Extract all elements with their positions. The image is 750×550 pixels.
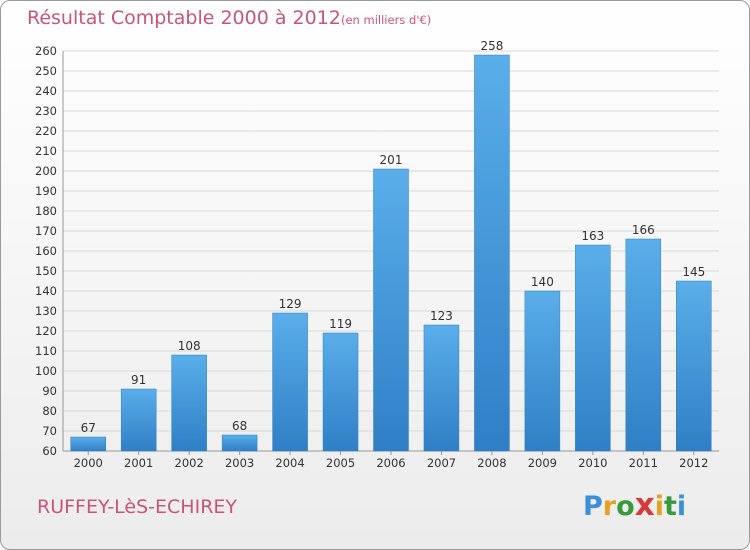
- logo-letter: t: [663, 491, 677, 522]
- x-tick-label: 2007: [427, 456, 456, 470]
- bar: [120, 388, 157, 452]
- bar-value-label: 166: [632, 223, 655, 237]
- bar: [70, 436, 106, 452]
- x-tick-label: 2008: [477, 456, 506, 470]
- y-tick-label: 100: [35, 364, 57, 378]
- y-tick-label: 170: [35, 224, 57, 238]
- bar: [676, 280, 712, 452]
- x-tick-label: 2011: [629, 456, 658, 470]
- bar: [171, 354, 207, 452]
- logo-letter: o: [616, 491, 635, 522]
- y-tick-label: 80: [42, 404, 57, 418]
- bar-value-label: 163: [581, 229, 604, 243]
- x-tick-label: 2009: [528, 456, 557, 470]
- logo-letter: i: [676, 491, 687, 522]
- y-tick-label: 150: [35, 264, 57, 278]
- y-tick-label: 220: [35, 124, 57, 138]
- city-name: RUFFEY-LèS-ECHIREY: [37, 496, 238, 518]
- y-tick-label: 250: [35, 64, 57, 78]
- logo-letter: x: [634, 487, 655, 523]
- bar-value-label: 91: [131, 373, 146, 387]
- bar: [373, 168, 409, 452]
- y-tick-label: 130: [35, 304, 57, 318]
- y-tick-label: 90: [42, 384, 57, 398]
- bar: [272, 312, 308, 452]
- y-tick-label: 70: [42, 424, 57, 438]
- bar-value-label: 140: [531, 275, 554, 289]
- bar-value-label: 145: [682, 265, 705, 279]
- x-tick-label: 2000: [74, 456, 103, 470]
- x-tick-label: 2003: [225, 456, 254, 470]
- y-tick-label: 190: [35, 184, 57, 198]
- bar-value-label: 123: [430, 309, 453, 323]
- proxiti-logo: Proxiti: [583, 487, 686, 523]
- chart-title: Résultat Comptable 2000 à 2012: [27, 7, 341, 29]
- bar-value-label: 129: [279, 297, 302, 311]
- bar: [575, 244, 611, 452]
- x-tick-label: 2002: [175, 456, 204, 470]
- y-tick-label: 160: [35, 244, 57, 258]
- chart-subtitle: (en milliers d'€): [341, 13, 432, 27]
- y-tick-label: 260: [35, 44, 57, 58]
- bar: [625, 238, 662, 452]
- bar-value-label: 119: [329, 317, 352, 331]
- bar: [322, 332, 359, 452]
- bar-value-label: 258: [480, 39, 503, 53]
- x-tick-label: 2005: [326, 456, 355, 470]
- x-tick-label: 2006: [376, 456, 405, 470]
- x-tick-label: 2012: [679, 456, 708, 470]
- bar: [423, 324, 460, 452]
- y-tick-label: 120: [35, 324, 57, 338]
- x-tick-label: 2010: [578, 456, 607, 470]
- x-tick-label: 2001: [124, 456, 153, 470]
- y-tick-label: 110: [35, 344, 57, 358]
- logo-letter: P: [583, 491, 603, 522]
- logo-letter: i: [654, 491, 664, 522]
- bar: [474, 54, 510, 452]
- y-tick-label: 140: [35, 284, 57, 298]
- y-tick-label: 230: [35, 104, 57, 118]
- bar-value-label: 108: [178, 339, 201, 353]
- y-tick-label: 60: [42, 444, 57, 458]
- x-tick-label: 2004: [275, 456, 304, 470]
- logo-letter: r: [602, 491, 617, 522]
- bar-value-label: 201: [380, 153, 403, 167]
- bar: [524, 290, 561, 452]
- bar-value-label: 67: [81, 421, 96, 435]
- y-tick-label: 200: [35, 164, 57, 178]
- y-tick-label: 210: [35, 144, 57, 158]
- bar-value-label: 68: [232, 419, 247, 433]
- y-tick-label: 180: [35, 204, 57, 218]
- bar: [221, 434, 258, 452]
- y-tick-label: 240: [35, 84, 57, 98]
